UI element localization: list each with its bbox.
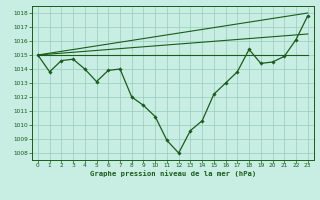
X-axis label: Graphe pression niveau de la mer (hPa): Graphe pression niveau de la mer (hPa) xyxy=(90,170,256,177)
